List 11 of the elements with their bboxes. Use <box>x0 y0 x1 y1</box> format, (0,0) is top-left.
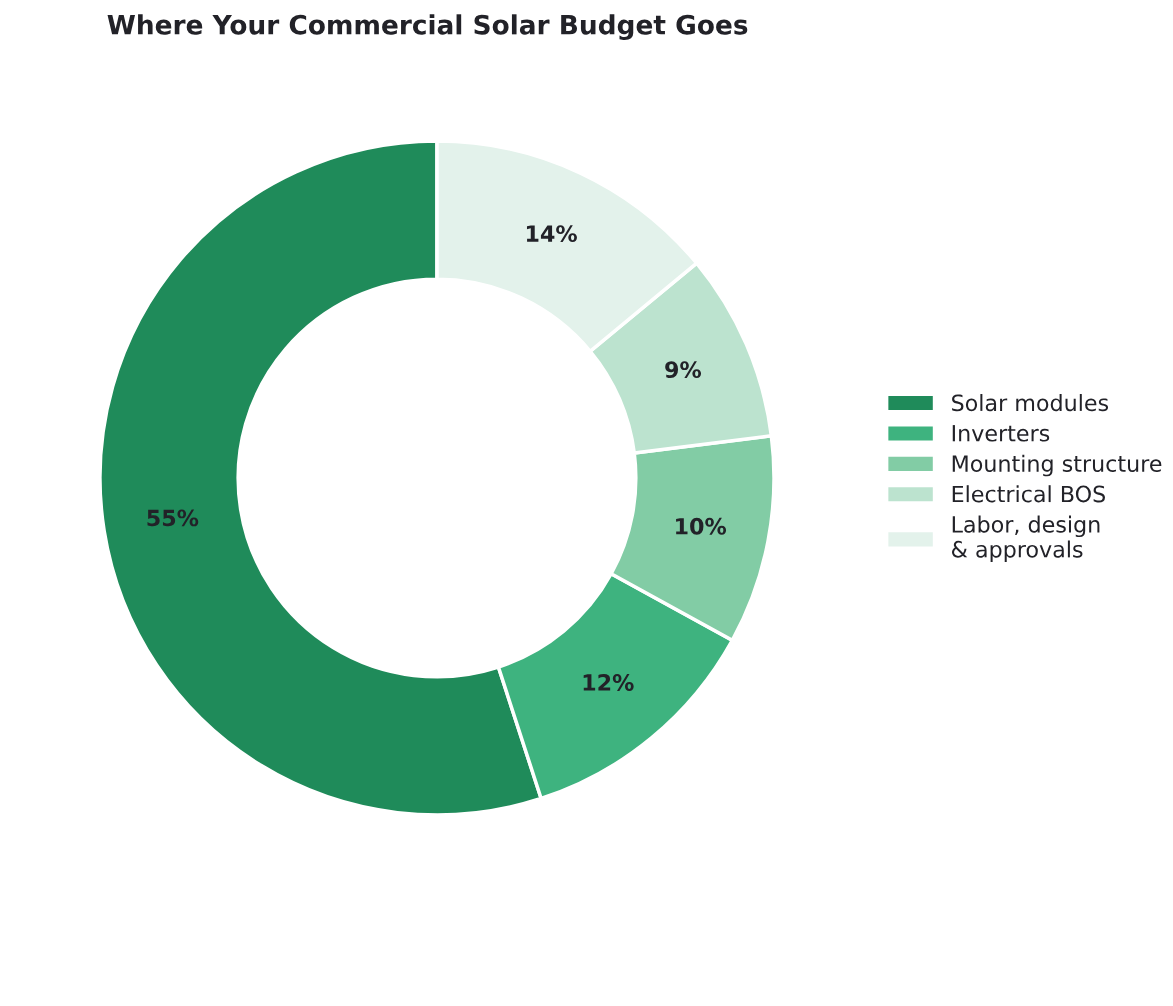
legend-label: Electrical BOS <box>952 485 1105 503</box>
legend-label: Solar modules <box>952 394 1109 412</box>
data-label: 55% <box>147 509 199 527</box>
data-label: 9% <box>665 361 702 379</box>
legend-label: Mounting structure <box>952 454 1162 477</box>
legend-label: Labor, design & approvals <box>951 515 1100 562</box>
data-label: 14% <box>526 225 577 243</box>
legend-label: Inverters <box>952 425 1050 442</box>
chart-title: Where Your Commercial Solar Budget Goes <box>107 14 748 41</box>
data-label: 12% <box>583 674 634 691</box>
data-label: 10% <box>676 517 727 535</box>
